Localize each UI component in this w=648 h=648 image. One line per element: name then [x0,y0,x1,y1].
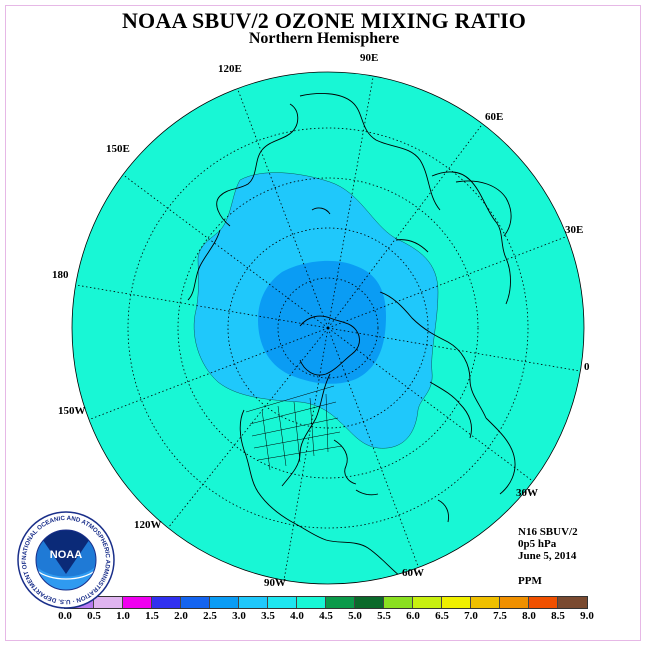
color-legend-ticks: 0.0 0.5 1.0 1.5 2.0 2.5 3.0 3.5 4.0 4.5 5.0 5.5 6.0 6… [0,610,648,624]
color-legend-swatch [500,597,529,608]
color-legend-swatch [558,597,587,608]
color-legend-swatch [326,597,355,608]
color-legend-swatch [210,597,239,608]
color-legend-tick: 6.0 [406,610,420,622]
color-legend-tick: 2.5 [203,610,217,622]
color-legend-tick: 6.5 [435,610,449,622]
lon-label-150e: 150E [106,143,130,155]
lon-label-120e: 120E [218,63,242,75]
figure-frame [5,5,641,641]
lon-label-30w: 30W [516,487,538,499]
color-legend-swatch [529,597,558,608]
color-legend-swatch [384,597,413,608]
color-legend-tick: 8.5 [551,610,565,622]
contour-2-5 [258,260,386,384]
lon-label-30e: 30E [565,224,583,236]
instrument-label: N16 SBUV/2 [518,526,578,538]
color-legend-swatch [355,597,384,608]
color-legend-swatch [442,597,471,608]
color-legend-tick: 3.0 [232,610,246,622]
color-legend-tick: 5.5 [377,610,391,622]
color-legend-tick: 1.5 [145,610,159,622]
color-legend-tick: 8.0 [522,610,536,622]
color-legend [64,596,588,609]
page-subtitle: Northern Hemisphere [248,30,400,47]
lon-label-0: 0 [584,361,590,373]
lon-label-90w: 90W [264,577,286,589]
color-legend-tick: 4.0 [290,610,304,622]
pressure-label: 0p5 hPa [518,538,557,550]
color-legend-swatch [152,597,181,608]
color-legend-tick: 7.5 [493,610,507,622]
lon-label-60w: 60W [402,567,424,579]
lon-label-120w: 120W [134,519,162,531]
page-title: NOAA SBUV/2 OZONE MIXING RATIO [121,8,527,33]
lon-label-90e: 90E [360,52,378,64]
logo-text: NOAA [50,549,82,561]
lon-label-60e: 60E [485,111,503,123]
color-legend-tick: 9.0 [580,610,594,622]
meridians [72,72,584,581]
color-legend-swatch [297,597,326,608]
units-label: PPM [518,575,542,587]
color-legend-swatch [123,597,152,608]
color-legend-swatch [471,597,500,608]
color-legend-swatch [181,597,210,608]
color-legend-swatch [268,597,297,608]
lon-label-180: 180 [52,269,69,281]
noaa-logo-icon: NATIONAL OCEANIC AND ATMOSPHERIC ADMINIS… [16,510,115,609]
color-legend-tick: 3.5 [261,610,275,622]
lon-label-150w: 150W [58,405,86,417]
color-legend-tick: 5.0 [348,610,362,622]
map-boundary [71,71,585,585]
color-legend-swatch [413,597,442,608]
color-legend-swatch [239,597,268,608]
color-legend-swatch [94,597,123,608]
color-legend-tick: 0.0 [58,610,72,622]
color-legend-tick: 7.0 [464,610,478,622]
date-label: June 5, 2014 [518,550,577,562]
color-legend-tick: 4.5 [319,610,333,622]
coastlines [187,93,516,577]
latitude-circles [127,127,529,529]
plot-info: N16 SBUV/2 0p5 hPa June 5, 2014 [518,526,578,562]
color-legend-tick: 1.0 [116,610,130,622]
color-legend-tick: 2.0 [174,610,188,622]
state-boundaries [245,385,343,471]
color-legend-tick: 0.5 [87,610,101,622]
